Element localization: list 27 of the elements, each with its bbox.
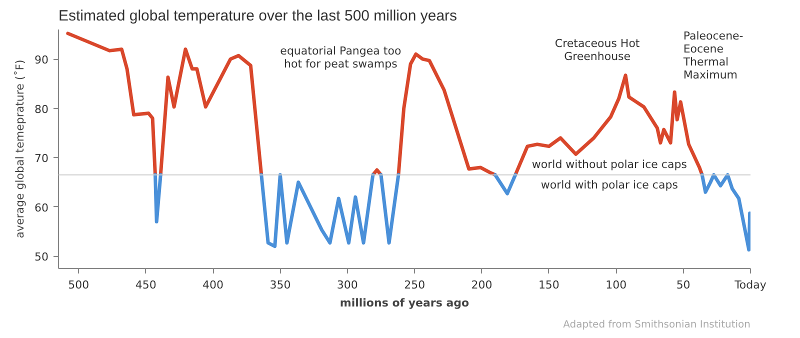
y-tick-label: 90 <box>34 54 49 67</box>
annotation: Cretaceous Hot Greenhouse <box>554 36 640 63</box>
annotation: world without polar ice caps <box>532 158 688 172</box>
x-tick-label: 250 <box>404 278 426 292</box>
text: Adapted from Smithsonian Institution <box>563 320 751 330</box>
y-tick-label: 70 <box>34 152 49 166</box>
x-axis-title: millions of years ago <box>340 296 470 310</box>
annotation: equatorial Pangea too hot for peat swamps <box>280 44 402 70</box>
x-tick-label: 200 <box>471 278 492 292</box>
annotation: Paleocene- Eocene Thermal Maximum <box>682 30 744 82</box>
chart-title: Estimated global temperature over the last 500 million years <box>58 8 458 24</box>
x-tick-label: 500 <box>68 278 90 292</box>
x-tick-label: Today <box>734 278 767 292</box>
x-tick-label: 300 <box>336 278 358 292</box>
x-tick-label: 100 <box>606 278 627 292</box>
x-tick-label: 50 <box>676 278 690 292</box>
line-series <box>260 173 375 248</box>
x-tick-label: 450 <box>135 278 156 292</box>
x-tick-label: 400 <box>202 278 224 292</box>
x-tick-label: 150 <box>538 278 560 292</box>
y-tick-label: 50 <box>34 250 49 264</box>
annotation: world with polar ice caps <box>540 178 678 192</box>
y-axis-title: average global temeprature (˚F) <box>14 60 27 238</box>
y-tick-label: 60 <box>34 201 49 214</box>
line-series <box>700 173 750 252</box>
y-tick-label: 80 <box>34 102 49 116</box>
x-tick-label: 350 <box>270 278 291 292</box>
